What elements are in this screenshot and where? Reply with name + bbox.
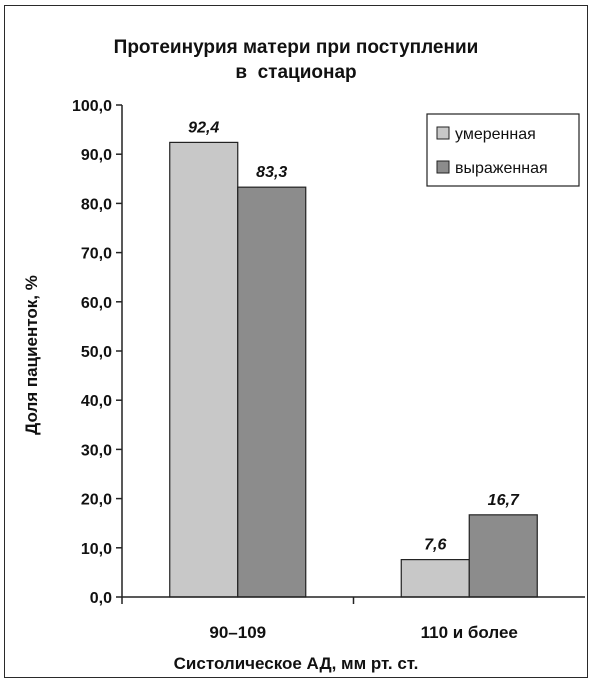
legend-label: умеренная [455, 126, 536, 143]
y-tick-label: 50,0 [81, 344, 112, 361]
x-axis-title: Систолическое АД, мм рт. ст. [174, 654, 419, 673]
legend-swatch [436, 160, 450, 174]
y-axis-title: Доля пациенток, % [22, 275, 41, 435]
y-tick-label: 0,0 [90, 590, 112, 607]
chart-title-line-1: Протеинурия матери при поступлении [114, 37, 479, 58]
y-tick-label: 100,0 [72, 98, 112, 115]
y-tick-label: 70,0 [81, 246, 112, 263]
legend-label: выраженная [455, 160, 548, 177]
legend: умеренная выраженная [426, 113, 580, 187]
y-tick-label: 90,0 [81, 147, 112, 164]
y-tick-label: 40,0 [81, 393, 112, 410]
bar [169, 141, 239, 598]
category-label: 110 и более [421, 623, 518, 642]
data-label: 83,3 [256, 164, 287, 181]
category-labels: 90–109 110 и более [209, 623, 518, 642]
data-labels: 92,4 83,3 7,6 16,7 [188, 119, 520, 553]
y-tick-label: 60,0 [81, 295, 112, 312]
y-tick-label: 20,0 [81, 492, 112, 509]
x-axis-ticks [121, 597, 355, 604]
chart-title-line-2: в стационар [235, 62, 356, 83]
bar [400, 559, 470, 598]
y-tick-label: 30,0 [81, 442, 112, 459]
y-tick-label: 10,0 [81, 541, 112, 558]
legend-swatch [436, 126, 450, 140]
legend-box [426, 113, 580, 187]
category-label: 90–109 [209, 623, 266, 642]
data-label: 16,7 [488, 492, 520, 509]
data-label: 92,4 [188, 119, 219, 136]
bar [237, 186, 307, 598]
bars [169, 141, 538, 598]
data-label: 7,6 [424, 537, 446, 554]
y-axis-ticks: 0,0 10,0 20,0 30,0 40,0 50,0 60,0 70,0 80,0 90,0 1… [72, 98, 122, 607]
bar [468, 514, 538, 598]
y-tick-label: 80,0 [81, 196, 112, 213]
